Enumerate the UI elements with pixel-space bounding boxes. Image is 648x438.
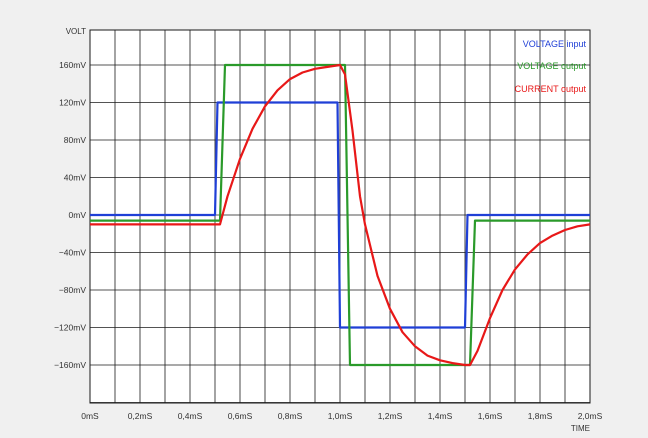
x-tick-label: 1,6mS <box>478 411 503 421</box>
legend-entry: VOLTAGE output <box>517 61 586 71</box>
x-tick-label: 1,8mS <box>528 411 553 421</box>
series-line-voltage-output <box>90 63 590 367</box>
y-tick-label: −40mV <box>59 248 86 258</box>
y-tick-label: 120mV <box>59 98 86 108</box>
x-tick-label: 1,2mS <box>378 411 403 421</box>
x-axis-label: TIME <box>571 424 590 433</box>
tick-labels: 160mV 120mV 80mV 40mV 0mV −40mV −80mV −120mV −16… <box>54 60 603 421</box>
x-tick-label: 1,4mS <box>428 411 453 421</box>
x-tick-label: 2,0mS <box>578 411 603 421</box>
x-tick-label: 0,8mS <box>278 411 303 421</box>
x-tick-label: 0,4mS <box>178 411 203 421</box>
x-tick-label: 0,2mS <box>128 411 153 421</box>
series-lines <box>90 63 591 367</box>
plot-border <box>89 29 591 404</box>
y-tick-label: 80mV <box>64 135 87 145</box>
y-tick-label: −80mV <box>59 285 86 295</box>
legend: VOLTAGE input VOLTAGE output CURRENT outpu… <box>515 39 587 94</box>
y-tick-label: −120mV <box>54 323 86 333</box>
y-tick-label: 0mV <box>69 210 87 220</box>
y-tick-label: 40mV <box>64 173 87 183</box>
series-line-voltage-input <box>90 101 590 329</box>
series-line-current-output <box>90 63 591 367</box>
legend-entry: CURRENT output <box>515 84 587 94</box>
y-tick-label: −160mV <box>54 360 86 370</box>
x-tick-label: 0,6mS <box>228 411 253 421</box>
y-axis-label: VOLT <box>66 27 86 36</box>
grid-lines <box>89 29 591 404</box>
x-tick-label: 1,0mS <box>328 411 353 421</box>
x-tick-label: 0mS <box>81 411 99 421</box>
y-tick-label: 160mV <box>59 60 86 70</box>
legend-entry: VOLTAGE input <box>523 39 587 49</box>
